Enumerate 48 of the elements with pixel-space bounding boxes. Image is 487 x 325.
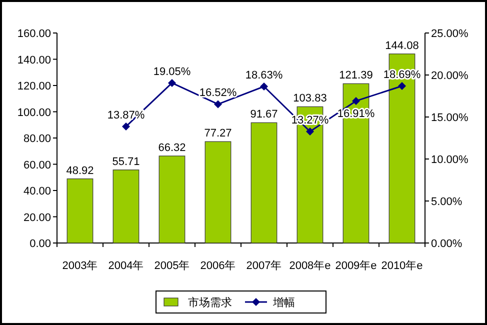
y2-tick-label: 15.00%: [431, 112, 469, 124]
y-tick-label: 100.00: [17, 106, 51, 119]
y2-tick-label: 10.00%: [431, 154, 469, 166]
y-tick-label: 140.00: [17, 54, 51, 66]
y-tick-label: 40.00: [23, 186, 51, 198]
point: [214, 100, 222, 108]
x-tick-label: 2007年: [246, 260, 282, 272]
y-tick-label: 0.00: [30, 238, 51, 250]
legend-label: 增幅: [272, 297, 295, 309]
x-tick-label: 2003年: [62, 260, 98, 272]
data-label: 66.32: [158, 142, 186, 154]
point: [260, 82, 268, 91]
y-tick-label: 120.00: [17, 80, 51, 92]
point: [168, 78, 176, 87]
data-label: 55.71: [112, 156, 140, 168]
x-tick-label: 2004年: [108, 260, 144, 272]
bar: [158, 156, 186, 244]
data-label: 77.27: [204, 128, 232, 140]
bar: [66, 178, 94, 244]
point: [306, 128, 314, 136]
x-tick-label: 2008年e: [289, 260, 331, 272]
y-tick-label: 160.00: [17, 28, 51, 40]
x-tick-label: 2010年e: [381, 260, 423, 272]
data-label: 19.05%: [153, 66, 191, 78]
data-label: 16.52%: [199, 87, 237, 100]
data-label: 121.39: [339, 70, 373, 82]
x-tick-label: 2005年: [154, 260, 190, 272]
x-tick-label: 2009年e: [335, 260, 377, 272]
data-label: 103.83: [293, 92, 327, 105]
y-tick-label: 60.00: [23, 159, 51, 172]
point: [352, 96, 360, 105]
bar: [250, 122, 278, 244]
y-tick-label: 80.00: [23, 133, 51, 145]
point: [398, 82, 406, 90]
data-label: 91.67: [250, 108, 278, 121]
y2-tick-label: 0.00%: [431, 238, 462, 250]
legend-label: 市场需求: [188, 296, 232, 309]
y2-tick-label: 20.00%: [431, 70, 469, 82]
y2-tick-label: 25.00%: [431, 28, 469, 40]
y2-tick-label: 5.00%: [431, 196, 462, 208]
bar: [204, 141, 232, 244]
x-tick-label: 2006年: [200, 260, 236, 272]
y-tick-label: 20.00: [23, 212, 51, 224]
data-label: 144.08: [385, 40, 419, 52]
data-label: 48.92: [66, 164, 94, 177]
point: [122, 122, 130, 130]
data-label: 18.63%: [245, 70, 283, 82]
bar: [112, 170, 140, 244]
